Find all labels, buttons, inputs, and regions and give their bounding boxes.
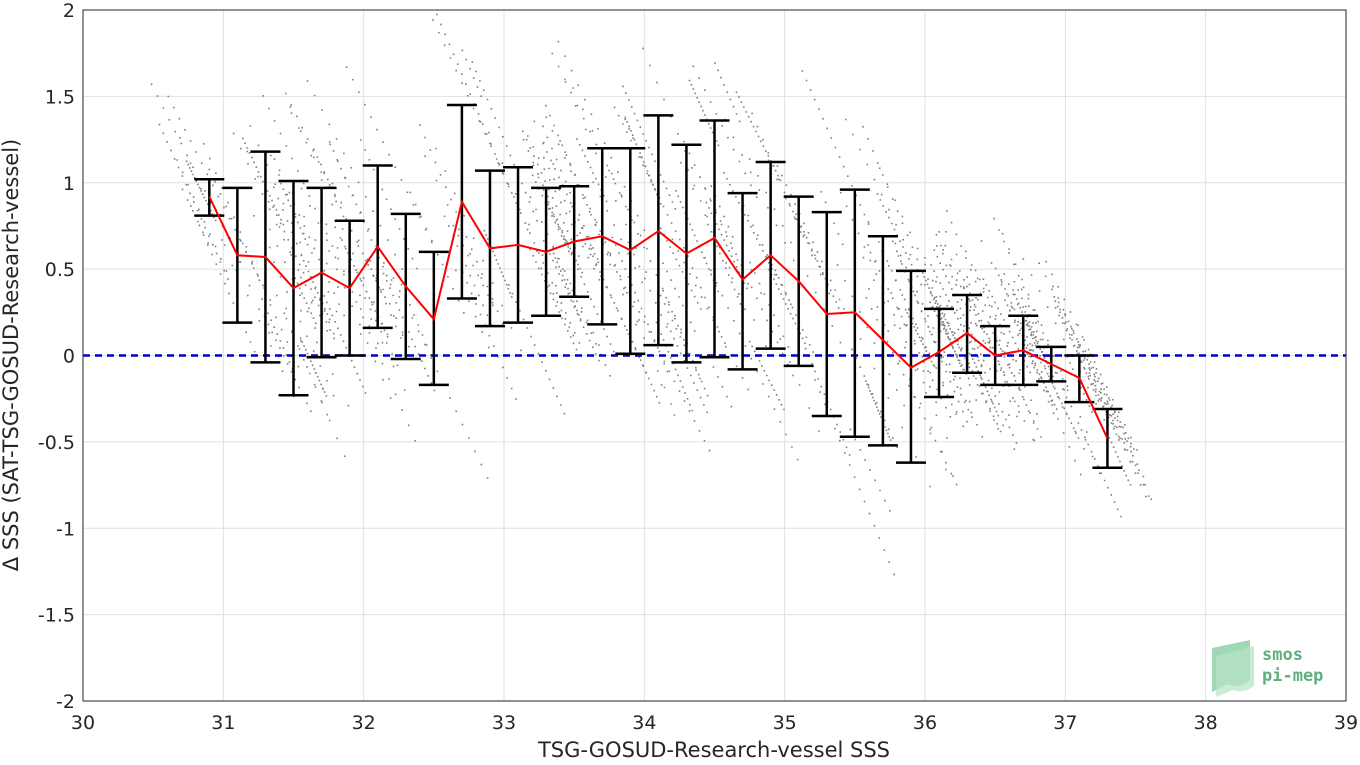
x-tick-label: 37 [1053, 712, 1077, 734]
y-tick-label: -1.5 [38, 605, 75, 627]
logo-text-pi-mep: pi-mep [1262, 666, 1323, 686]
scatter-points [150, 13, 1153, 576]
x-tick-label: 39 [1334, 712, 1358, 734]
mean-line [208, 196, 1109, 439]
x-tick-labels: 30 31 32 33 34 35 36 37 38 39 [71, 712, 1358, 734]
x-tick-label: 30 [71, 712, 95, 734]
x-tick-label: 31 [211, 712, 235, 734]
x-tick-label: 36 [913, 712, 937, 734]
scatter-cloud [150, 13, 1153, 576]
y-tick-labels: 2 1.5 1 0.5 0 -0.5 -1 -1.5 -2 [38, 0, 75, 713]
error-bar [1092, 407, 1123, 470]
y-tick-label: -1 [56, 518, 75, 540]
smos-pi-mep-logo: smos pi-mep [1212, 640, 1323, 697]
x-tick-label: 33 [492, 712, 516, 734]
y-tick-label: -0.5 [38, 432, 75, 454]
y-tick-label: 0 [63, 346, 75, 368]
logo-text-smos: smos [1262, 645, 1303, 665]
y-tick-label: 2 [63, 0, 75, 22]
x-tick-label: 34 [632, 712, 656, 734]
y-tick-label: 1 [63, 173, 75, 195]
logo-wave-shape-2 [1216, 646, 1254, 697]
y-tick-label: 1.5 [45, 86, 75, 108]
y-axis-label: Δ SSS (SAT-TSG-GOSUD-Research-vessel) [0, 139, 23, 571]
x-tick-label: 35 [773, 712, 797, 734]
x-axis-label: TSG-GOSUD-Research-vessel SSS [537, 738, 890, 762]
x-tick-label: 38 [1194, 712, 1218, 734]
y-tick-label: 0.5 [45, 259, 75, 281]
plot-frame [82, 9, 1347, 702]
error-bar [727, 191, 758, 371]
y-tick-label: -2 [56, 691, 75, 713]
x-tick-label: 32 [352, 712, 376, 734]
